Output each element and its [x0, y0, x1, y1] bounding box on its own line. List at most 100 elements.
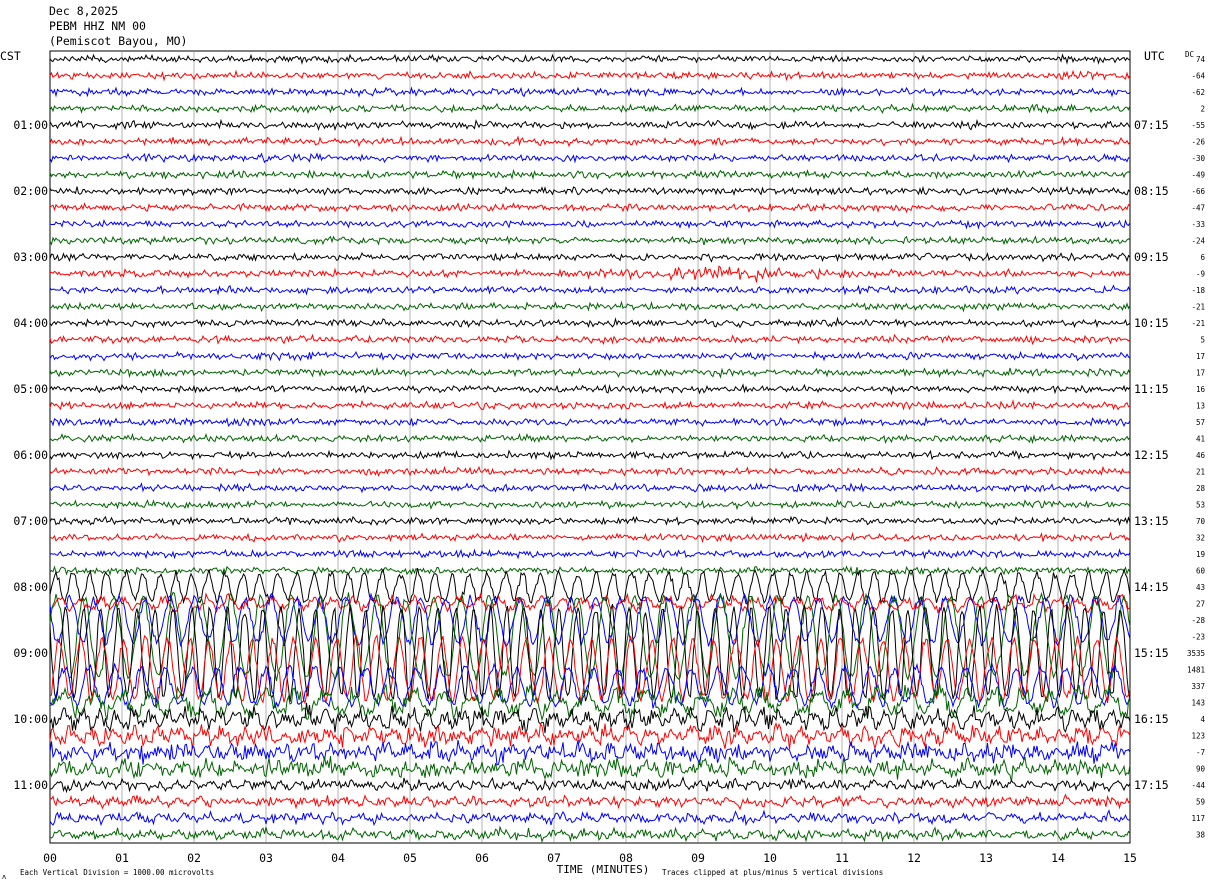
dc-offset-label: -7 — [1196, 748, 1205, 757]
dc-offset-label: 2 — [1200, 105, 1205, 114]
utc-hour-label: 15:15 — [1134, 646, 1169, 660]
dc-offset-label: -66 — [1191, 187, 1205, 196]
trace-row — [49, 333, 1131, 346]
utc-hour-label: 08:15 — [1134, 184, 1169, 198]
utc-hour-label: 12:15 — [1134, 448, 1169, 462]
dc-offset-label: 143 — [1191, 699, 1205, 708]
dc-offset-label: 17 — [1196, 352, 1205, 361]
dc-offset-label: 17 — [1196, 369, 1205, 378]
x-tick-label: 03 — [259, 851, 273, 865]
dc-offset-label: -64 — [1191, 72, 1205, 81]
trace-row — [49, 531, 1131, 544]
dc-offset-label: 19 — [1196, 550, 1205, 559]
dc-offset-label: -55 — [1191, 121, 1205, 130]
cst-hour-label: 02:00 — [13, 184, 48, 198]
trace-row — [49, 350, 1131, 362]
cst-hour-label: 01:00 — [13, 118, 48, 132]
dc-offset-label: 74 — [1196, 55, 1206, 64]
scale-note: Each Vertical Division = 1000.00 microvo… — [20, 868, 214, 877]
dc-offset-label: -33 — [1191, 220, 1205, 229]
trace-row — [49, 251, 1131, 263]
right-axis-label: UTC — [1144, 49, 1165, 63]
utc-hour-label: 11:15 — [1134, 382, 1169, 396]
dc-offset-label: 32 — [1196, 534, 1205, 543]
x-tick-label: 01 — [115, 851, 129, 865]
dc-offset-label: 3535 — [1187, 649, 1205, 658]
dc-offset-label: -26 — [1191, 138, 1205, 147]
x-tick-label: 06 — [475, 851, 489, 865]
dc-offset-label: 90 — [1196, 765, 1206, 774]
trace-row — [49, 515, 1131, 527]
dc-offset-label: 46 — [1196, 451, 1206, 460]
cst-hour-label: 06:00 — [13, 448, 48, 462]
trace-row — [49, 603, 1131, 703]
trace-row — [49, 202, 1131, 214]
trace-row — [49, 565, 1131, 576]
dc-offset-label: 28 — [1196, 484, 1206, 493]
x-tick-label: 08 — [619, 851, 633, 865]
dc-offset-label: 53 — [1196, 501, 1205, 510]
dc-offset-label: 123 — [1191, 732, 1205, 741]
trace-row — [49, 152, 1131, 164]
dc-offset-label: 16 — [1196, 385, 1206, 394]
x-axis-title: TIME (MINUTES) — [557, 863, 650, 876]
trace-row — [49, 300, 1131, 313]
trace-row — [49, 185, 1131, 197]
grid — [121, 51, 1059, 843]
dc-offset-label: 1481 — [1187, 666, 1205, 675]
cst-hour-label: 08:00 — [13, 580, 48, 594]
trace-row — [49, 756, 1131, 782]
dc-offset-label: 4 — [1200, 715, 1205, 724]
trace-row — [49, 702, 1131, 735]
x-tick-label: 11 — [835, 851, 849, 865]
dc-offset-label: 70 — [1196, 517, 1206, 526]
cst-hour-label: 07:00 — [13, 514, 48, 528]
utc-hour-label: 07:15 — [1134, 118, 1169, 132]
dc-offset-label: -62 — [1191, 88, 1205, 97]
x-tick-label: 13 — [979, 851, 993, 865]
x-tick-label: 07 — [547, 851, 561, 865]
dc-offset-label: -9 — [1196, 270, 1205, 279]
x-tick-label: 09 — [691, 851, 705, 865]
utc-hour-label: 13:15 — [1134, 514, 1169, 528]
left-axis-label: CST — [0, 49, 21, 63]
dc-offset-label: -28 — [1191, 616, 1205, 625]
trace-row — [49, 135, 1131, 148]
cst-hour-label: 09:00 — [13, 646, 48, 660]
cst-hour-label: 03:00 — [13, 250, 48, 264]
dc-offset-label: 41 — [1196, 435, 1205, 444]
x-tick-label: 02 — [187, 851, 201, 865]
x-tick-label: 00 — [43, 851, 57, 865]
cst-hour-label: 10:00 — [13, 712, 48, 726]
dc-offset-label: -18 — [1191, 286, 1205, 295]
dc-offset-label: 60 — [1196, 567, 1206, 576]
dc-offset-label: -21 — [1191, 303, 1205, 312]
location-label: (Pemiscot Bayou, MO) — [49, 34, 187, 48]
dc-offset-label: 38 — [1196, 831, 1206, 840]
dc-offset-label: 13 — [1196, 402, 1205, 411]
clip-note: Traces clipped at plus/minus 5 vertical … — [662, 868, 883, 877]
dc-offset-label: -30 — [1191, 154, 1205, 163]
dc-offset-label: -23 — [1191, 633, 1205, 642]
trace-row — [49, 316, 1131, 329]
trace-row — [49, 168, 1131, 181]
dc-offset-label: 43 — [1196, 583, 1205, 592]
trace-row — [49, 662, 1131, 710]
utc-hour-label: 14:15 — [1134, 580, 1169, 594]
dc-offset-label: 5 — [1200, 336, 1205, 345]
utc-hour-label: 17:15 — [1134, 778, 1169, 792]
plot-frame — [49, 50, 1131, 844]
dc-offset-label: -47 — [1191, 204, 1205, 213]
dc-offset-label: 59 — [1196, 798, 1205, 807]
dc-offset-label: 21 — [1196, 468, 1205, 477]
station-label: PEBM HHZ NM 00 — [49, 19, 146, 33]
trace-row — [49, 416, 1131, 428]
trace-row — [49, 683, 1131, 722]
x-tick-label: 14 — [1051, 851, 1065, 865]
trace-row — [49, 499, 1131, 511]
cst-hour-label: 05:00 — [13, 382, 48, 396]
cst-hour-label: 11:00 — [13, 778, 48, 792]
dc-offset-label: 6 — [1200, 253, 1205, 262]
x-tick-label: 10 — [763, 851, 777, 865]
trace-row — [49, 235, 1131, 246]
